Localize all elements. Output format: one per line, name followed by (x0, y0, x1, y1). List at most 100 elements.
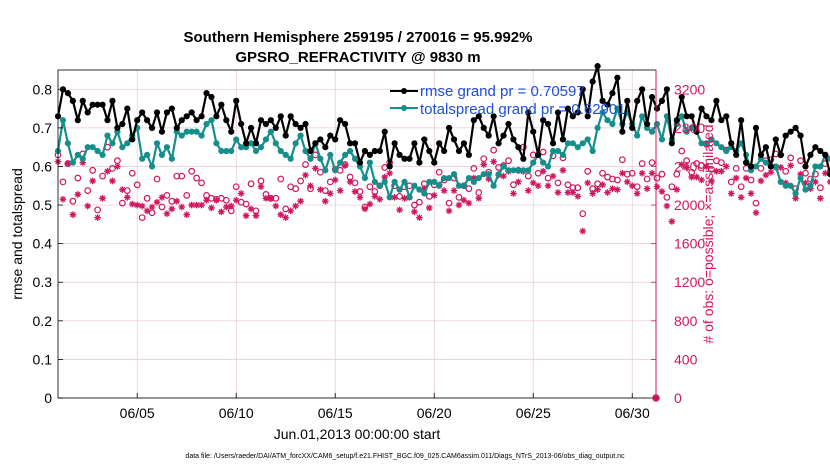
y-left-tick-label: 0.7 (33, 120, 53, 136)
obs-possible-point (643, 175, 651, 183)
obs-assimilated-point (99, 195, 106, 202)
obs-possible-point (292, 185, 300, 193)
obs-possible-point (618, 156, 626, 164)
rmse-point (450, 136, 458, 143)
rmse-point (213, 113, 220, 120)
rmse-point (544, 120, 552, 128)
rmse-point (243, 140, 250, 147)
obs-assimilated-point (812, 178, 819, 186)
obs-assimilated-point (208, 204, 215, 212)
spread-point (653, 120, 661, 128)
obs-possible-point (415, 198, 423, 206)
rmse-point (658, 97, 666, 104)
obs-assimilated-point (371, 193, 379, 200)
obs-possible-point (465, 185, 473, 193)
grid-layer (58, 70, 656, 399)
rmse-point (460, 140, 468, 147)
obs-assimilated-point (480, 161, 488, 168)
spread-point (386, 194, 393, 201)
rmse-point (371, 147, 378, 155)
rmse-point (109, 97, 116, 104)
rmse-point (485, 132, 492, 139)
obs-assimilated-point (792, 195, 799, 202)
obs-possible-point (717, 159, 725, 167)
rmse-point (703, 113, 710, 120)
rmse-point (421, 136, 428, 143)
spread-point (713, 140, 720, 147)
obs-possible-point (539, 148, 547, 156)
rmse-point (827, 171, 830, 178)
obs-possible-point (321, 187, 329, 194)
spread-point (213, 140, 220, 147)
obs-possible-point (663, 193, 671, 201)
rmse-point (436, 140, 443, 147)
spread-point (168, 155, 175, 162)
y-right-tick-label: 1600 (674, 236, 705, 252)
spread-point (233, 136, 240, 143)
spread-point (371, 178, 378, 186)
obs-assimilated-point (465, 199, 473, 207)
obs-possible-point (613, 176, 621, 184)
obs-possible-point (158, 203, 166, 211)
spread-point (109, 140, 116, 147)
spread-point (688, 124, 695, 131)
obs-assimilated-point (470, 174, 478, 182)
obs-possible-point (297, 177, 304, 185)
spread-point (554, 147, 562, 155)
obs-possible-point (198, 179, 205, 187)
spread-point (639, 113, 646, 120)
spread-point (431, 178, 438, 186)
spread-point (158, 151, 166, 158)
rmse-point (188, 109, 195, 116)
obs-assimilated-point (599, 181, 606, 189)
obs-assimilated-point (203, 196, 210, 204)
rmse-point (218, 101, 225, 108)
spread-point (332, 167, 339, 174)
rmse-point (619, 128, 626, 135)
rmse-point (163, 109, 171, 116)
rmse-point (639, 86, 646, 93)
rmse-point (683, 113, 690, 120)
spread-point (257, 144, 265, 151)
obs-assimilated-point (341, 162, 349, 169)
rmse-point (530, 128, 537, 135)
spread-point (520, 167, 527, 174)
rmse-point (411, 140, 418, 147)
obs-possible-point (797, 157, 804, 165)
obs-assimilated-point (722, 163, 730, 170)
spread-point (445, 174, 453, 182)
rmse-point (515, 144, 522, 151)
spread-point (500, 163, 507, 170)
rmse-point (698, 105, 705, 112)
obs-assimilated-point (742, 174, 750, 182)
y-right-tick-label: 0 (674, 390, 682, 406)
obs-possible-point (411, 201, 418, 209)
rmse-point (84, 109, 91, 116)
obs-assimilated-point (262, 195, 270, 202)
obs-assimilated-point (450, 187, 458, 194)
rmse-point (416, 159, 423, 166)
rmse-point (297, 124, 304, 131)
obs-assimilated-point (257, 183, 265, 191)
legend-rmse-marker (401, 88, 407, 94)
obs-assimilated-point (109, 177, 116, 185)
obs-assimilated-point (277, 211, 285, 219)
rmse-point (247, 124, 255, 131)
obs-possible-point (178, 172, 186, 180)
rmse-point (74, 117, 81, 124)
spread-point (584, 136, 591, 143)
obs-assimilated-point (713, 167, 720, 175)
spread-point (247, 140, 255, 147)
obs-possible-point (564, 181, 572, 189)
rmse-point (767, 163, 774, 170)
rmse-point (797, 132, 804, 139)
spread-point (218, 147, 225, 155)
spread-point (238, 144, 245, 151)
rmse-point (540, 117, 547, 124)
y-right-tick-label: 400 (674, 351, 698, 367)
obs-assimilated-point (822, 169, 829, 177)
rmse-point (802, 163, 809, 170)
obs-assimilated-point (673, 186, 681, 193)
obs-assimilated-point (737, 194, 745, 201)
obs-assimilated-point (247, 205, 255, 213)
